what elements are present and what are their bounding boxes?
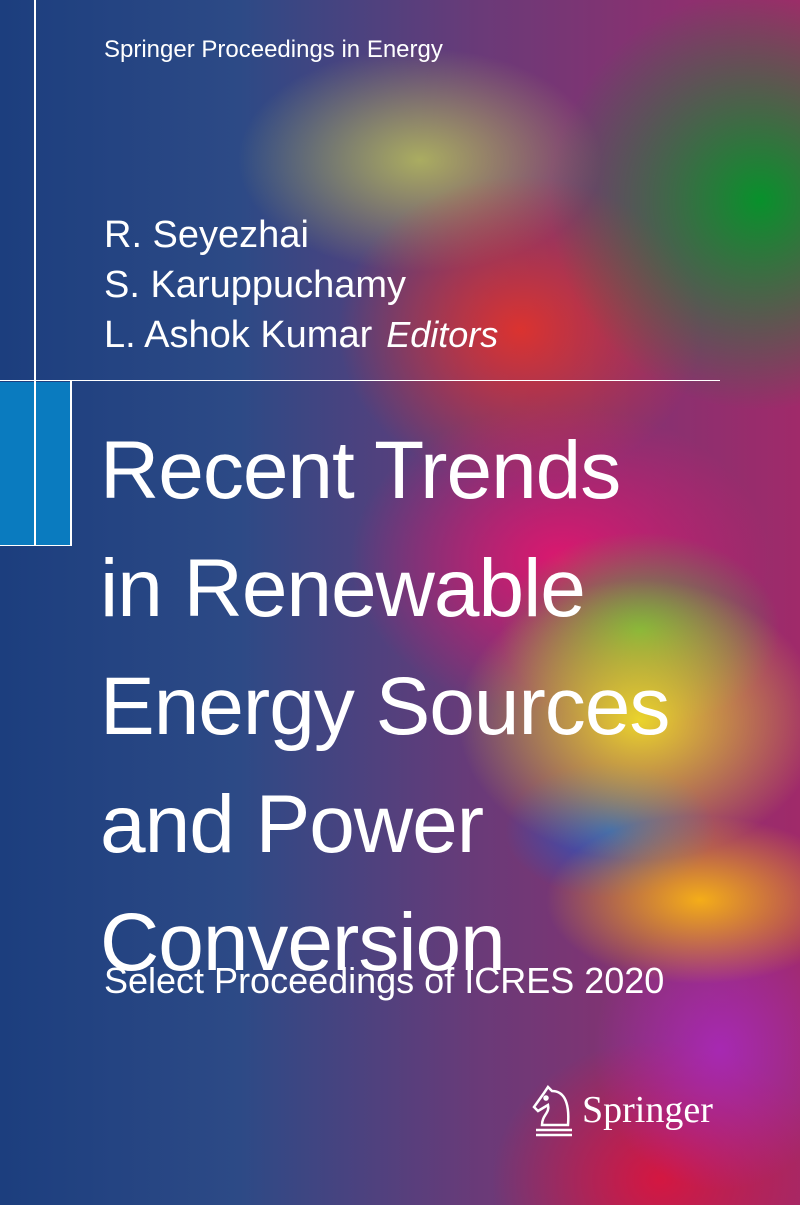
horizontal-rule (0, 545, 72, 546)
title-line: in Renewable (100, 543, 586, 634)
publisher-logo: Springer (530, 1083, 713, 1137)
title-line: Energy Sources (100, 661, 670, 752)
editor-name: S. Karuppuchamy (104, 264, 407, 306)
publisher-name: Springer (582, 1089, 713, 1131)
subtitle: Select Proceedings of ICRES 2020 (104, 960, 665, 1001)
vertical-rule (70, 381, 72, 545)
series-name: Springer Proceedings in Energy (104, 36, 443, 63)
editors: R. Seyezhai S. Karuppuchamy L. Ashok Kum… (104, 210, 498, 360)
book-title: Recent Trends in Renewable Energy Source… (100, 412, 670, 1002)
horizontal-rule (0, 380, 720, 381)
title-line: and Power (100, 779, 484, 870)
vertical-rule (34, 0, 36, 545)
editors-label: Editors (386, 314, 499, 355)
title-line: Conversion (100, 897, 506, 988)
knight-horse-icon (532, 1085, 572, 1137)
editor-name: R. Seyezhai (104, 214, 309, 256)
editor-name: L. Ashok Kumar (104, 314, 373, 356)
title-line: Recent Trends (100, 425, 621, 516)
